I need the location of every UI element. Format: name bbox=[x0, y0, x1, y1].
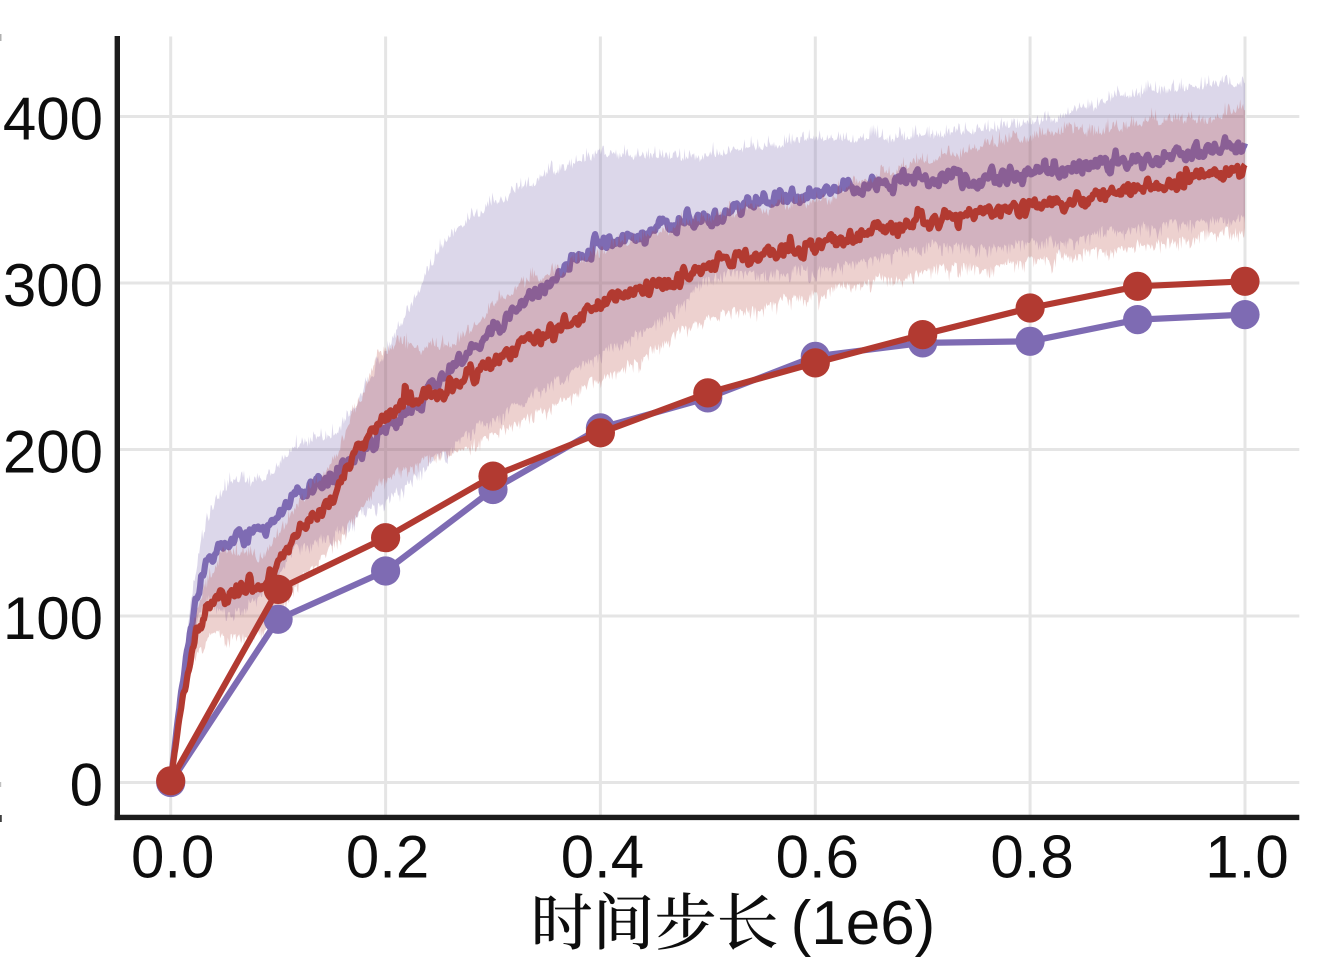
svg-text:400: 400 bbox=[3, 85, 103, 152]
svg-text:0.4: 0.4 bbox=[561, 824, 644, 891]
svg-text:0: 0 bbox=[70, 751, 103, 818]
svg-text:(1e6): (1e6) bbox=[791, 889, 936, 958]
svg-text:0.6: 0.6 bbox=[776, 824, 859, 891]
svg-text:300: 300 bbox=[3, 252, 103, 319]
svg-text:200: 200 bbox=[3, 418, 103, 485]
svg-text:0.8: 0.8 bbox=[990, 824, 1073, 891]
svg-text:0.0: 0.0 bbox=[131, 824, 214, 891]
svg-text:0.2: 0.2 bbox=[346, 824, 429, 891]
svg-text:1.0: 1.0 bbox=[1205, 824, 1288, 891]
svg-text:100: 100 bbox=[3, 585, 103, 652]
